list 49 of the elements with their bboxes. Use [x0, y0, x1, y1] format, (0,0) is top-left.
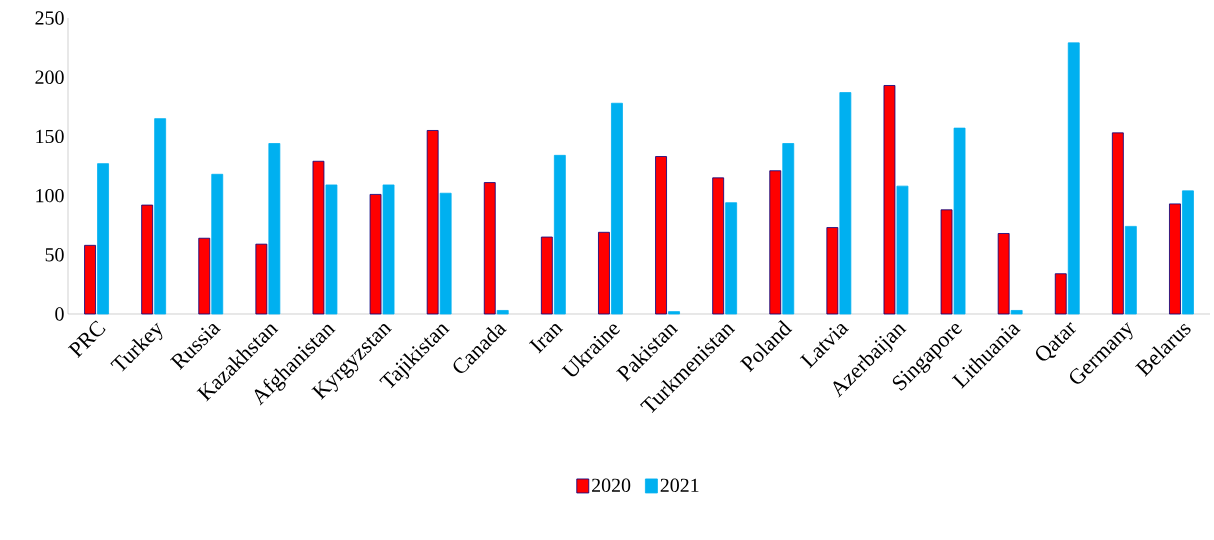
bar — [896, 185, 909, 315]
bar — [553, 154, 566, 315]
bar — [1067, 42, 1080, 315]
bar — [655, 156, 667, 315]
bar — [1124, 225, 1137, 315]
bar — [668, 311, 680, 315]
bar — [883, 85, 896, 315]
bar — [325, 184, 338, 315]
bar — [839, 92, 852, 315]
bar — [198, 237, 211, 315]
bar — [369, 194, 382, 315]
bar — [1169, 203, 1181, 315]
y-tick-label: 200 — [35, 70, 64, 84]
y-tick-label: 50 — [45, 248, 64, 262]
bar — [211, 173, 224, 315]
bar — [769, 170, 782, 315]
y-tick-label: 100 — [36, 188, 64, 203]
bar — [312, 160, 325, 315]
bar — [1054, 273, 1067, 315]
bar — [1010, 310, 1023, 315]
bar — [953, 127, 966, 315]
bar — [611, 102, 623, 315]
legend-label: 2020 — [592, 478, 631, 493]
bar — [84, 244, 96, 315]
bar — [141, 204, 154, 315]
legend-label: 2021 — [660, 478, 699, 493]
bar — [426, 130, 439, 315]
x-tick-label: Iran — [528, 323, 564, 354]
bar — [540, 236, 553, 315]
bar — [1182, 190, 1194, 315]
bar — [1111, 132, 1124, 315]
bar — [255, 243, 268, 315]
bar — [439, 192, 452, 315]
bar — [826, 227, 839, 315]
y-tick-label: 250 — [35, 11, 64, 25]
y-tick-label: 150 — [36, 129, 64, 144]
bar — [997, 233, 1010, 315]
y-tick-label: 0 — [55, 307, 64, 321]
bar — [712, 177, 725, 315]
bar — [382, 184, 395, 315]
bar — [598, 231, 610, 315]
bar — [782, 143, 795, 315]
bar — [268, 143, 281, 315]
bar — [97, 163, 109, 315]
bar — [725, 202, 738, 315]
bar — [483, 182, 496, 315]
bar — [940, 209, 953, 315]
bar — [154, 118, 167, 315]
bar — [496, 310, 509, 315]
